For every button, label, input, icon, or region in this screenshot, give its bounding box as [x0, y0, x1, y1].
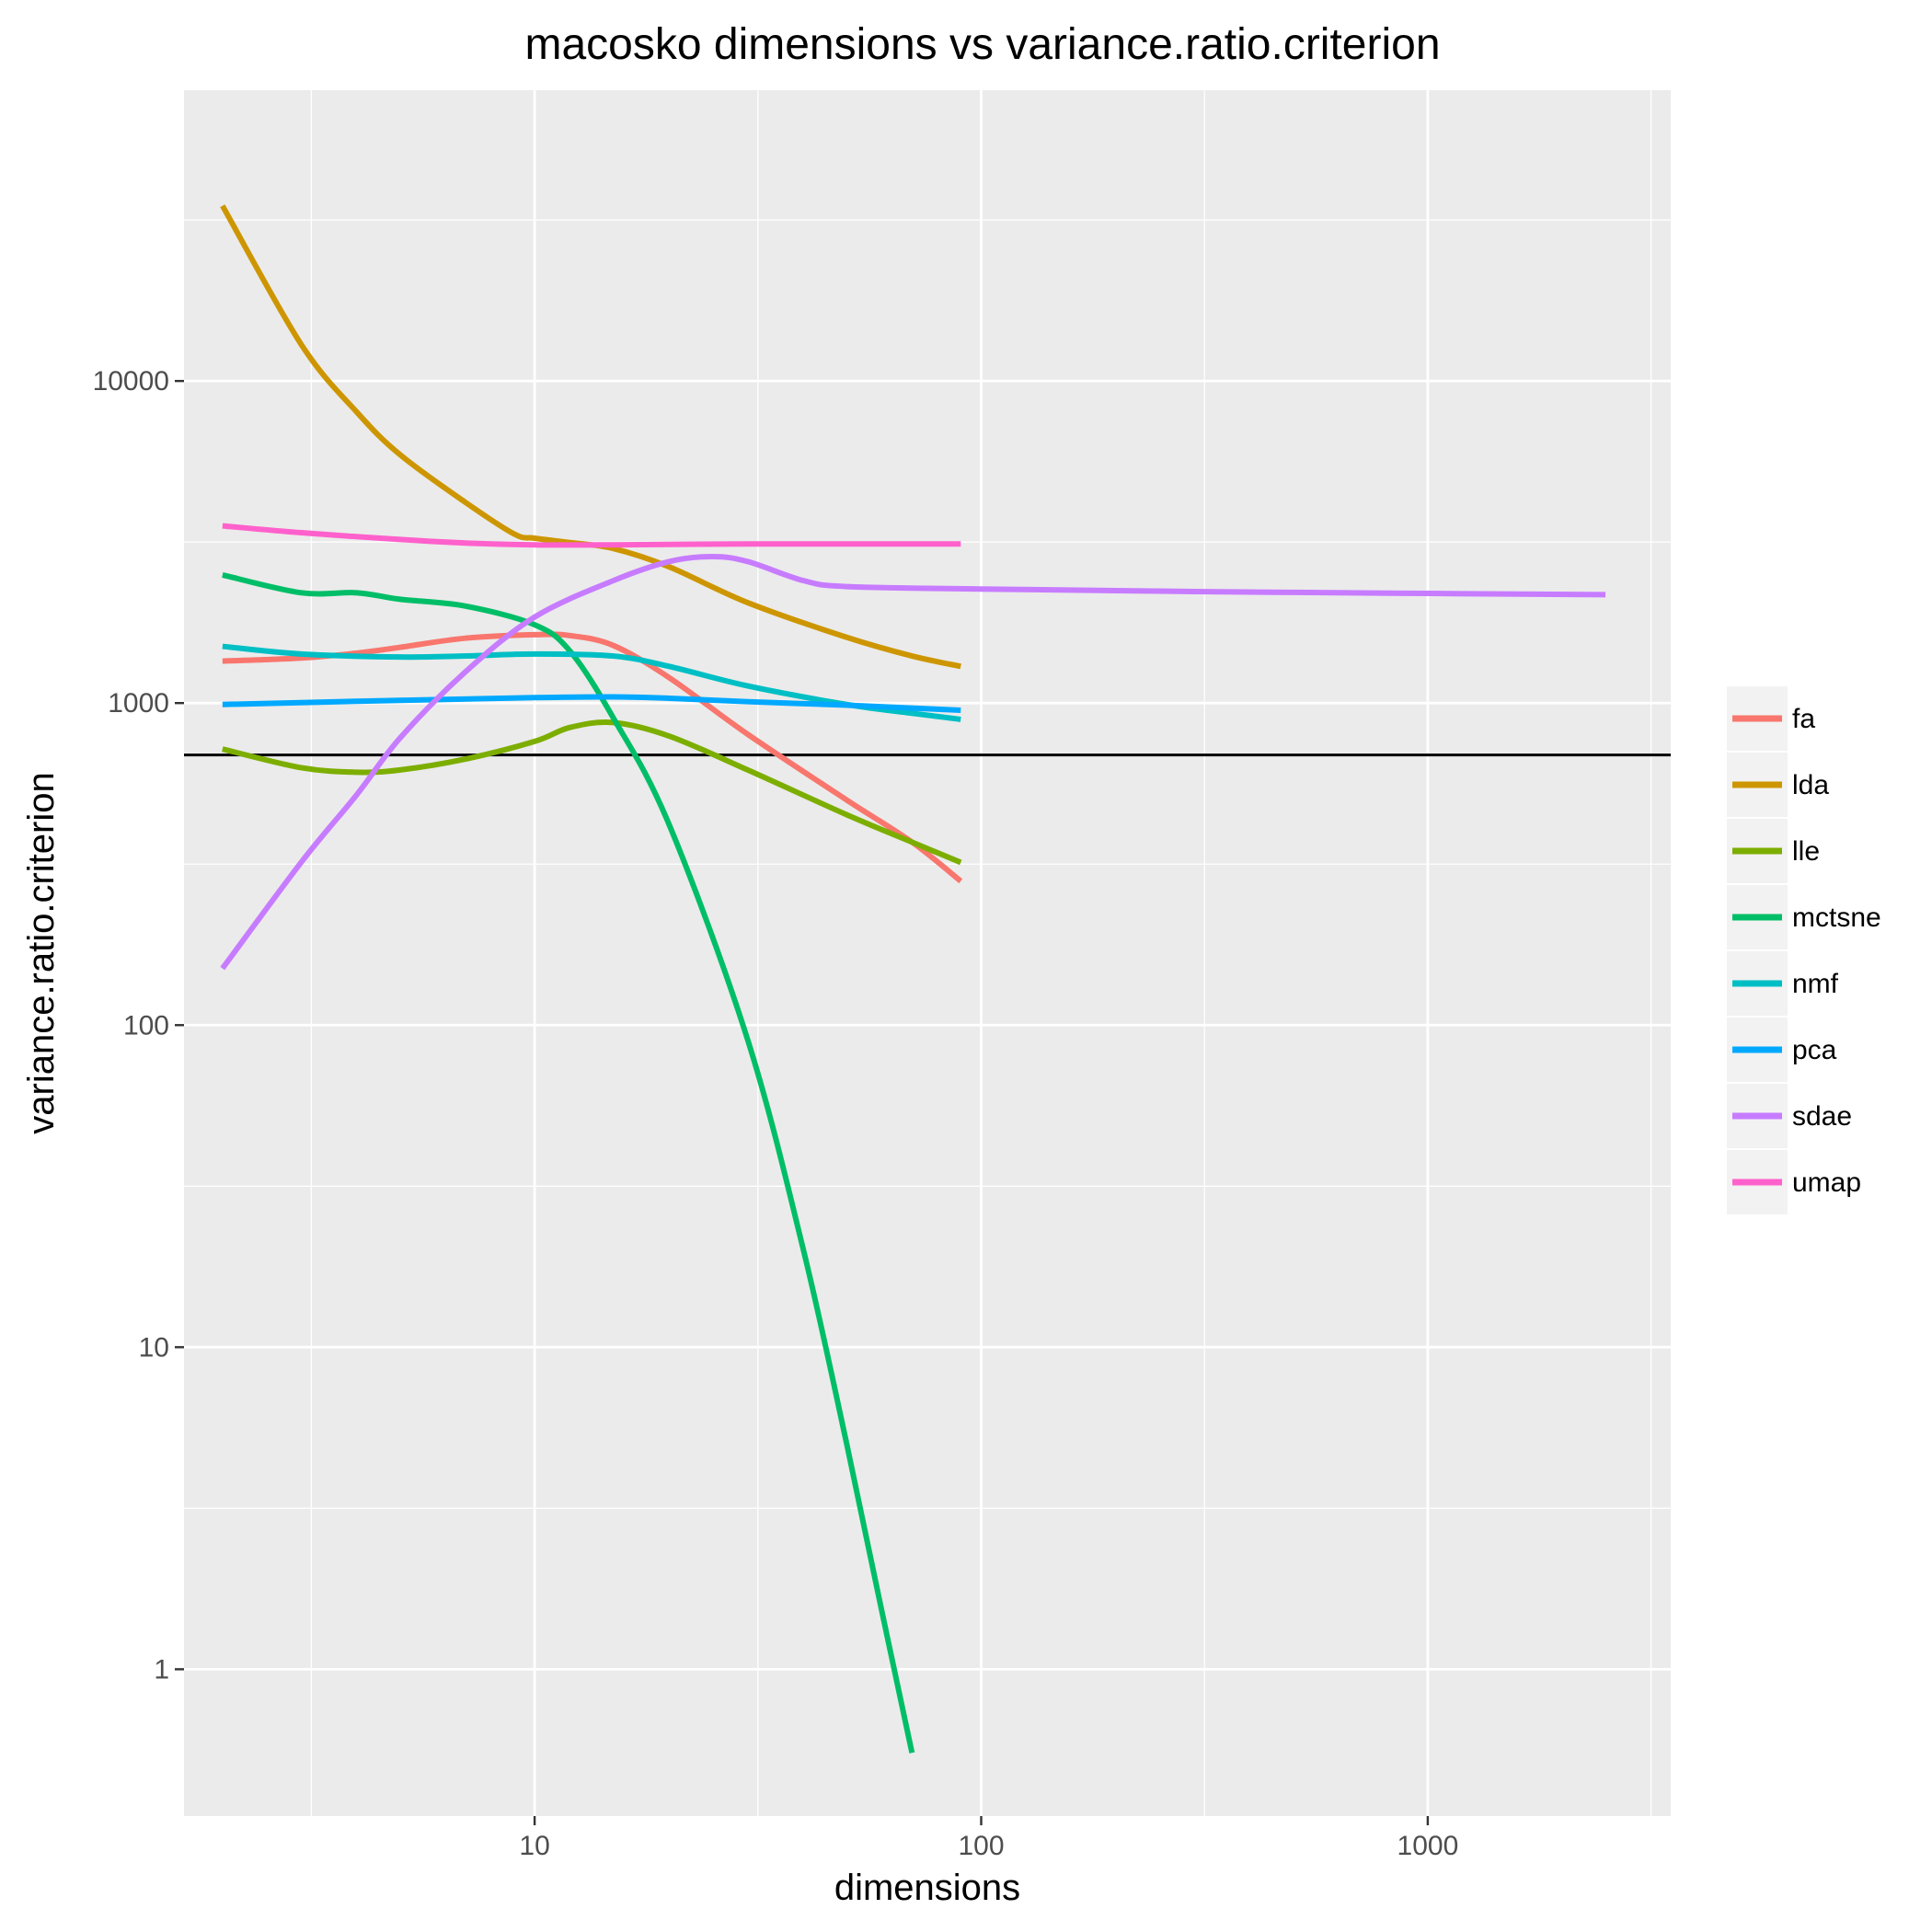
y-axis-title: variance.ratio.criterion: [21, 772, 62, 1134]
legend-label-lda: lda: [1792, 770, 1829, 800]
series-lines: [220, 204, 1606, 1754]
chart-title: macosko dimensions vs variance.ratio.cri…: [524, 20, 1440, 69]
legend-label-lle: lle: [1792, 836, 1820, 867]
x-axis-title: dimensions: [834, 1868, 1020, 1908]
x-tick-label: 1000: [1397, 1831, 1459, 1861]
series-line-lle: [222, 719, 962, 866]
x-tick-label: 10: [519, 1831, 549, 1861]
series-line-sdae: [220, 553, 1606, 971]
x-tick-label: 100: [958, 1831, 1004, 1861]
series-line-mctsne: [222, 571, 915, 1754]
legend-label-sdae: sdae: [1792, 1101, 1852, 1132]
series-line-pca: [222, 694, 961, 713]
legend-label-mctsne: mctsne: [1792, 903, 1881, 933]
plot-panel: [184, 90, 1671, 1816]
legend-label-umap: umap: [1792, 1167, 1861, 1198]
legend: fa lda lle mctsne nmf pca sdae umap: [1725, 684, 1881, 1216]
legend-label-pca: pca: [1792, 1035, 1837, 1065]
y-tick-label: 100: [123, 1010, 169, 1041]
y-axis: 1 10 100 1000 10000: [93, 366, 184, 1685]
series-line-lda: [220, 204, 961, 670]
legend-label-fa: fa: [1792, 704, 1815, 734]
series-line-umap: [222, 523, 961, 548]
y-tick-label: 1000: [108, 688, 169, 719]
major-grid: [184, 90, 1671, 1816]
minor-grid: [184, 90, 1671, 1816]
y-tick-label: 10: [139, 1332, 169, 1363]
x-axis: 10 100 1000: [519, 1816, 1458, 1861]
y-tick-label: 1: [154, 1654, 169, 1685]
legend-label-nmf: nmf: [1792, 969, 1839, 999]
series-line-fa: [222, 631, 963, 884]
y-tick-label: 10000: [93, 366, 169, 397]
